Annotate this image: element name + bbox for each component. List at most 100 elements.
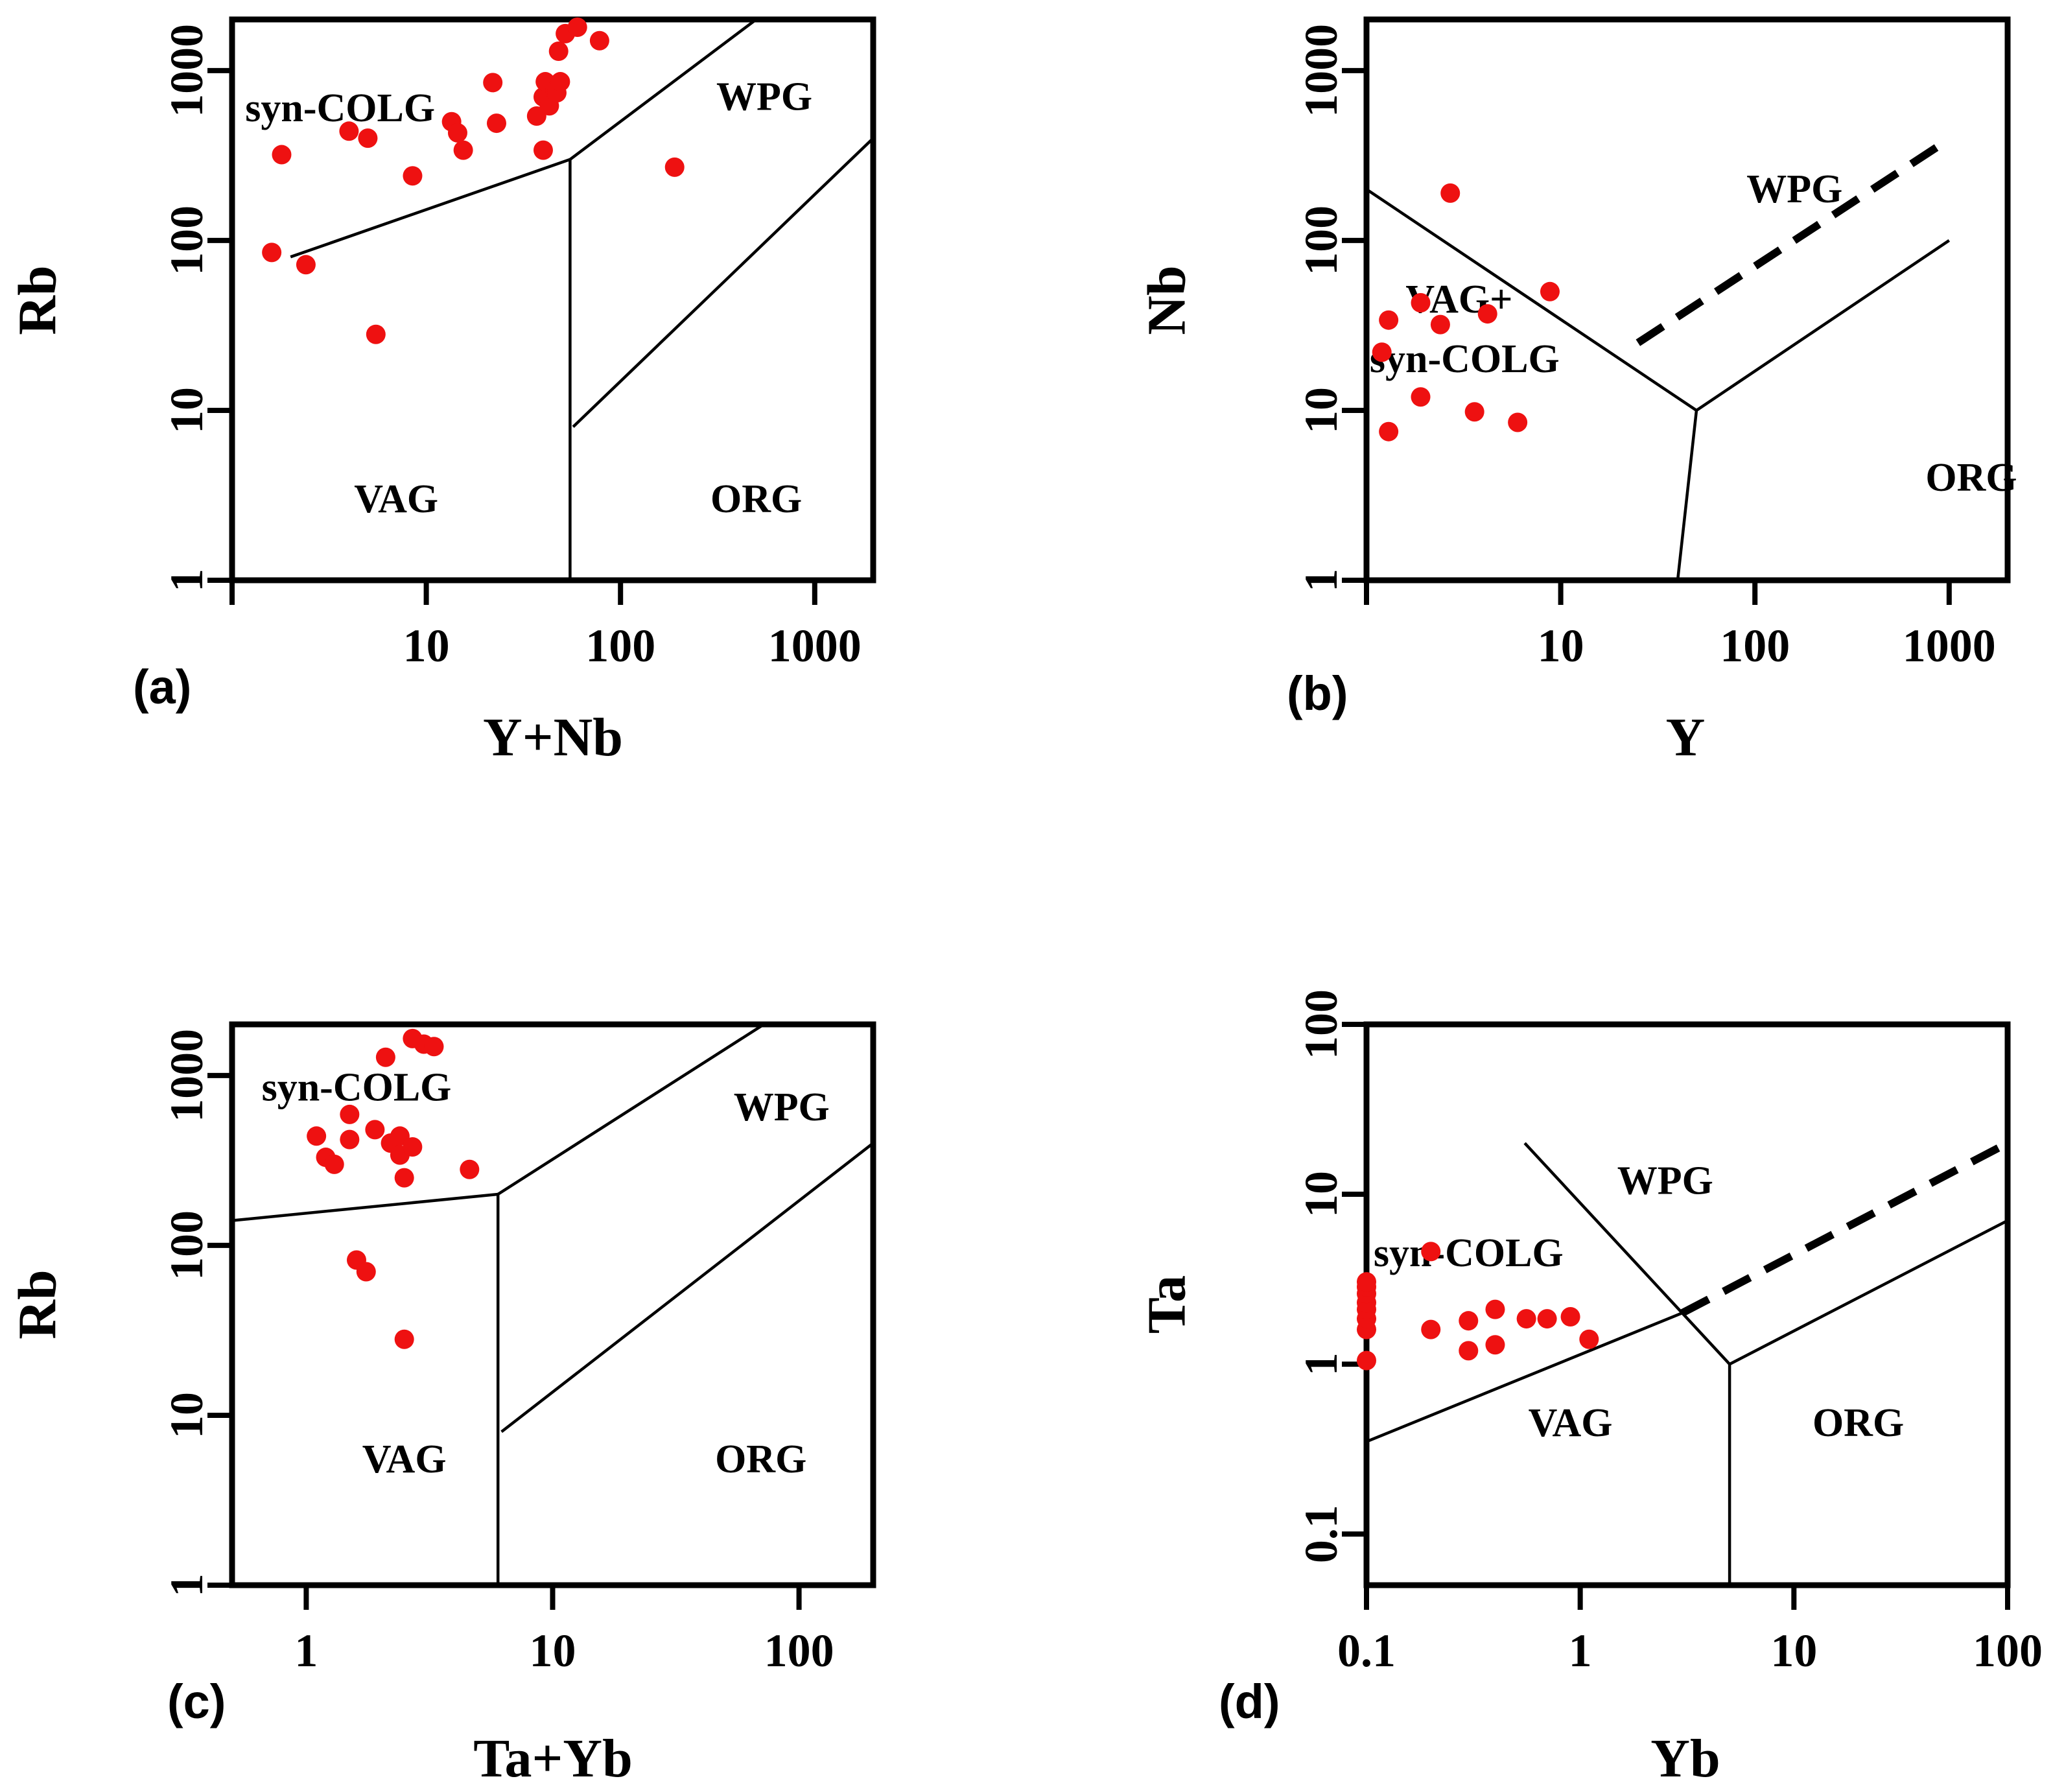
region-label-syn-colg: syn-COLG: [1370, 337, 1560, 381]
field-boundary-line: [569, 18, 757, 161]
y-axis-title: Rb: [8, 1269, 68, 1339]
data-point: [375, 1047, 395, 1067]
data-point: [589, 30, 609, 51]
data-point: [533, 140, 553, 160]
y-tick-label: 1000: [161, 1029, 213, 1122]
data-point: [1440, 183, 1461, 203]
data-point: [1540, 281, 1560, 301]
field-boundary-line: [1366, 1311, 1731, 1585]
data-point: [339, 121, 359, 141]
x-axis-title: Yb: [1650, 1728, 1720, 1789]
panel-label: (a): [133, 660, 191, 714]
data-point: [1464, 402, 1484, 422]
field-boundary-line: [1523, 1142, 1683, 1314]
region-label-syn-colg: syn-COLG: [245, 86, 435, 130]
data-point: [1537, 1309, 1557, 1329]
data-point: [296, 255, 316, 275]
x-tick-label: 1000: [1903, 620, 1996, 672]
region-label-org: ORG: [1813, 1401, 1904, 1445]
y-tick-label: 10: [161, 1392, 213, 1439]
field-boundary-line: [1365, 188, 1698, 581]
data-point: [460, 1159, 480, 1179]
plot-frame: [1363, 1021, 2011, 1588]
field-boundary-line: [1695, 239, 1951, 412]
region-label-org: ORG: [1925, 456, 2017, 500]
y-tick-label: 10: [1295, 387, 1347, 434]
panel-label: (c): [167, 1675, 226, 1728]
field-boundary-line: [497, 1023, 765, 1196]
region-label-syn-colg: syn-COLG: [262, 1065, 452, 1109]
region-label-org: ORG: [710, 477, 802, 521]
data-point: [1459, 1341, 1479, 1361]
x-tick-label: 1: [1569, 1625, 1592, 1677]
region-label-wpg: WPG: [1617, 1159, 1713, 1203]
y-tick-label: 100: [161, 206, 213, 276]
y-tick-label: 10: [161, 387, 213, 434]
y-axis-title: Ta: [1137, 1275, 1197, 1334]
y-tick-label: 1: [1295, 1352, 1347, 1376]
x-tick-label: 1: [294, 1625, 318, 1677]
data-point: [262, 242, 282, 263]
chart-panel-1: 10 100 1000 1 10 100 1000 syn-COLG WPG VAG ORG Y+Nb…: [8, 16, 876, 768]
x-tick-label: 10: [1770, 1625, 1817, 1677]
data-point: [394, 1329, 414, 1349]
y-tick-label: 1: [1295, 569, 1347, 592]
x-tick-label: 100: [1720, 620, 1790, 672]
field-boundary-line: [1729, 1219, 2009, 1366]
x-tick-label: 100: [585, 620, 655, 672]
chart-panel-2: 10 100 10001101001000WPGVAG+syn-COLGORGYNb…: [1137, 16, 2017, 768]
data-point: [1485, 1299, 1505, 1319]
x-tick-label: 10: [530, 1625, 576, 1677]
y-tick-label: 1: [161, 1574, 213, 1597]
data-point: [548, 41, 569, 62]
data-point: [1485, 1335, 1505, 1355]
x-tick-label: 100: [764, 1625, 834, 1677]
region-label-vag: VAG: [362, 1437, 447, 1481]
data-point: [390, 1126, 410, 1146]
data-point: [1411, 292, 1431, 312]
dashed-boundary-line: [1636, 138, 1947, 346]
data-point: [366, 324, 386, 344]
data-point: [1516, 1309, 1536, 1329]
region-label-wpg: WPG: [1746, 167, 1842, 211]
data-point: [394, 1168, 414, 1188]
data-point: [1379, 421, 1399, 442]
plot-frame: [1363, 16, 2011, 584]
region-label-wpg: WPG: [734, 1085, 830, 1129]
data-point: [1579, 1329, 1599, 1349]
y-tick-label: 1000: [161, 24, 213, 117]
region-label-syn-colg: syn-COLG: [1374, 1231, 1564, 1275]
region-label-vag: VAG: [1529, 1401, 1613, 1445]
data-point: [1459, 1311, 1479, 1331]
data-point: [1508, 412, 1528, 432]
data-point: [340, 1104, 360, 1124]
y-axis-title: Nb: [1137, 265, 1197, 335]
field-boundary-line: [231, 1192, 500, 1585]
x-axis-title: Ta+Yb: [473, 1728, 633, 1789]
data-point: [486, 113, 506, 134]
x-tick-label: 10: [1538, 620, 1584, 672]
data-point: [1379, 310, 1399, 330]
panel-label: (b): [1287, 666, 1348, 720]
data-point: [1560, 1307, 1580, 1327]
data-point: [1357, 1272, 1376, 1292]
y-tick-label: 100: [1295, 206, 1347, 276]
data-point: [453, 140, 473, 160]
data-point: [365, 1120, 385, 1140]
field-boundary-line: [572, 137, 874, 429]
y-tick-label: 10: [1295, 1171, 1347, 1218]
y-tick-label: 1000: [1295, 24, 1347, 117]
data-point: [550, 72, 570, 92]
data-point: [1372, 342, 1392, 362]
panel-label: (d): [1219, 1675, 1280, 1728]
data-point: [403, 1137, 423, 1157]
data-point: [447, 123, 467, 143]
data-point: [664, 157, 685, 177]
data-point: [1421, 1319, 1441, 1339]
data-point: [567, 17, 587, 37]
x-axis-title: Y+Nb: [483, 707, 623, 768]
data-point: [424, 1037, 444, 1057]
region-label-vag: VAG: [354, 477, 438, 521]
data-point: [1421, 1242, 1441, 1262]
